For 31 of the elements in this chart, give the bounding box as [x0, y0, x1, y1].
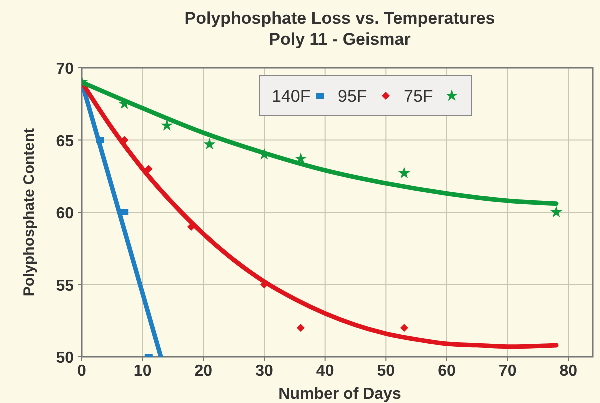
y-tick-label: 65	[56, 133, 74, 150]
x-tick-label: 20	[194, 363, 213, 380]
point	[398, 167, 410, 179]
point	[120, 210, 129, 216]
y-tick-label: 60	[56, 206, 74, 222]
y-tick-label: 55	[56, 278, 74, 295]
x-tick-label: 0	[78, 363, 87, 380]
x-axis-title: Number of Days	[278, 386, 402, 403]
point	[550, 206, 563, 218]
x-tick-label: 60	[438, 363, 456, 380]
y-axis-title: Polyphosphate Content	[21, 128, 38, 297]
point	[96, 137, 104, 144]
x-tick-label: 50	[377, 363, 396, 380]
y-tick-label: 50	[56, 350, 74, 367]
point	[297, 324, 305, 332]
legend-label: 95F	[338, 87, 368, 106]
x-tick-label: 80	[560, 363, 578, 380]
x-tick-label: 10	[134, 363, 152, 380]
legend-label: 75F	[404, 87, 434, 106]
chart-title: Polyphosphate Loss vs. Temperatures	[184, 9, 496, 28]
point	[204, 138, 216, 150]
y-tick-label: 70	[56, 61, 74, 78]
x-tick-label: 30	[256, 363, 274, 380]
x-tick-label: 40	[316, 363, 334, 380]
legend-label: 140F	[272, 87, 311, 106]
chart-subtitle: Poly 11 - Geismar	[269, 30, 412, 49]
point	[294, 152, 308, 164]
point	[144, 165, 153, 174]
point	[400, 324, 408, 332]
x-tick-label: 70	[498, 363, 517, 380]
point	[161, 119, 174, 131]
